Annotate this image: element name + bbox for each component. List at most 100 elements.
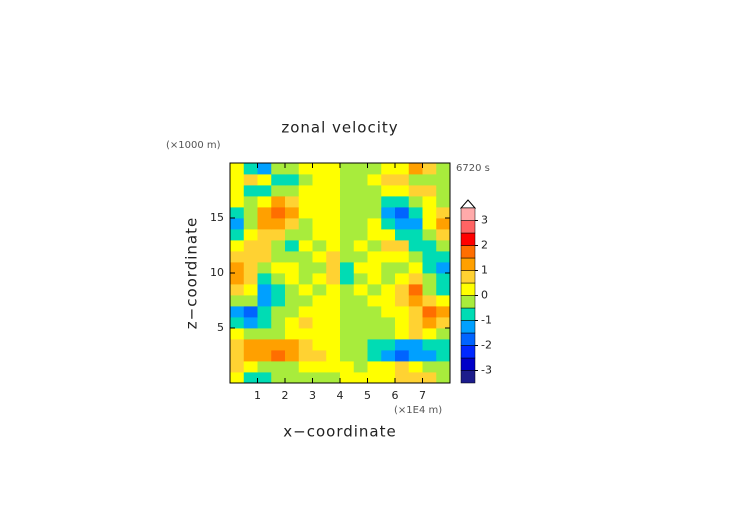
colorbar-swatch <box>460 220 476 234</box>
contour-cell <box>298 284 313 296</box>
contour-cell <box>312 185 327 197</box>
contour-cell <box>436 240 451 252</box>
contour-cell <box>367 218 382 230</box>
contour-cell <box>271 262 286 274</box>
contour-cell <box>230 317 245 329</box>
contour-cell <box>381 163 396 175</box>
contour-cell <box>285 185 300 197</box>
contour-cell <box>230 174 245 186</box>
contour-cell <box>298 196 313 208</box>
contour-cell <box>326 372 341 384</box>
contour-cell <box>436 328 451 340</box>
contour-cell <box>353 284 368 296</box>
contour-cell <box>422 240 437 252</box>
contour-cell <box>422 361 437 373</box>
x-tick-label: 6 <box>392 389 399 402</box>
contour-cell <box>326 361 341 373</box>
contour-cell <box>367 251 382 263</box>
contour-cell <box>367 317 382 329</box>
contour-cell <box>230 350 245 362</box>
contour-cell <box>408 372 423 384</box>
contour-cell <box>381 372 396 384</box>
contour-cell <box>340 229 355 241</box>
contour-cell <box>367 284 382 296</box>
contour-cell <box>408 350 423 362</box>
contour-cell <box>271 207 286 219</box>
contour-cell <box>271 372 286 384</box>
contour-cell <box>285 163 300 175</box>
contour-cell <box>422 218 437 230</box>
contour-cell <box>271 240 286 252</box>
contour-cell <box>312 251 327 263</box>
contour-cell <box>395 361 410 373</box>
contour-cell <box>367 174 382 186</box>
contour-cell <box>312 350 327 362</box>
contour-cell <box>312 273 327 285</box>
contour-cell <box>408 240 423 252</box>
contour-cell <box>285 262 300 274</box>
contour-cell <box>271 350 286 362</box>
contour-cell <box>395 317 410 329</box>
contour-cell <box>408 262 423 274</box>
contour-cell <box>243 350 258 362</box>
contour-cell <box>395 163 410 175</box>
contour-cell <box>367 350 382 362</box>
contour-cell <box>422 229 437 241</box>
contour-cell <box>353 207 368 219</box>
colorbar-swatch <box>460 357 476 371</box>
contour-cell <box>326 295 341 307</box>
contour-cell <box>271 273 286 285</box>
contour-cell <box>271 295 286 307</box>
contour-cell <box>436 196 451 208</box>
contour-cell <box>422 174 437 186</box>
contour-cell <box>257 207 272 219</box>
contour-cell <box>340 361 355 373</box>
contour-cell <box>230 306 245 318</box>
contour-cell <box>243 251 258 263</box>
contour-cell <box>395 328 410 340</box>
contour-cell <box>381 196 396 208</box>
contour-cell <box>408 306 423 318</box>
contour-cell <box>381 185 396 197</box>
colorbar-tick-label: 2 <box>481 239 488 252</box>
contour-cell <box>340 196 355 208</box>
contour-cell <box>340 372 355 384</box>
contour-cell <box>353 185 368 197</box>
y-tick-label: 5 <box>217 321 224 334</box>
contour-cell <box>285 372 300 384</box>
contour-cell <box>230 218 245 230</box>
contour-cell <box>395 207 410 219</box>
colorbar-tick-label: 0 <box>481 289 488 302</box>
contour-cell <box>367 273 382 285</box>
contour-cell <box>312 306 327 318</box>
contour-cell <box>340 284 355 296</box>
contour-cell <box>381 218 396 230</box>
contour-cell <box>285 328 300 340</box>
contour-cell <box>243 306 258 318</box>
contour-cell <box>312 218 327 230</box>
contour-cell <box>230 185 245 197</box>
colorbar-swatch <box>460 320 476 334</box>
contour-cell <box>257 328 272 340</box>
contour-cell <box>312 163 327 175</box>
contour-cell <box>422 163 437 175</box>
contour-cell <box>340 218 355 230</box>
contour-cell <box>395 372 410 384</box>
contour-cell <box>230 262 245 274</box>
contour-cell <box>285 284 300 296</box>
contour-cell <box>353 295 368 307</box>
contour-cell <box>353 372 368 384</box>
contour-cell <box>243 295 258 307</box>
contour-cell <box>395 218 410 230</box>
y-tick-label: 10 <box>210 266 224 279</box>
contour-cell <box>422 185 437 197</box>
contour-cell <box>395 306 410 318</box>
contour-cell <box>298 174 313 186</box>
contour-cell <box>340 273 355 285</box>
colorbar-swatch <box>460 307 476 321</box>
contour-cell <box>340 350 355 362</box>
contour-cell <box>395 284 410 296</box>
contour-cell <box>271 339 286 351</box>
colorbar-swatch <box>460 245 476 259</box>
